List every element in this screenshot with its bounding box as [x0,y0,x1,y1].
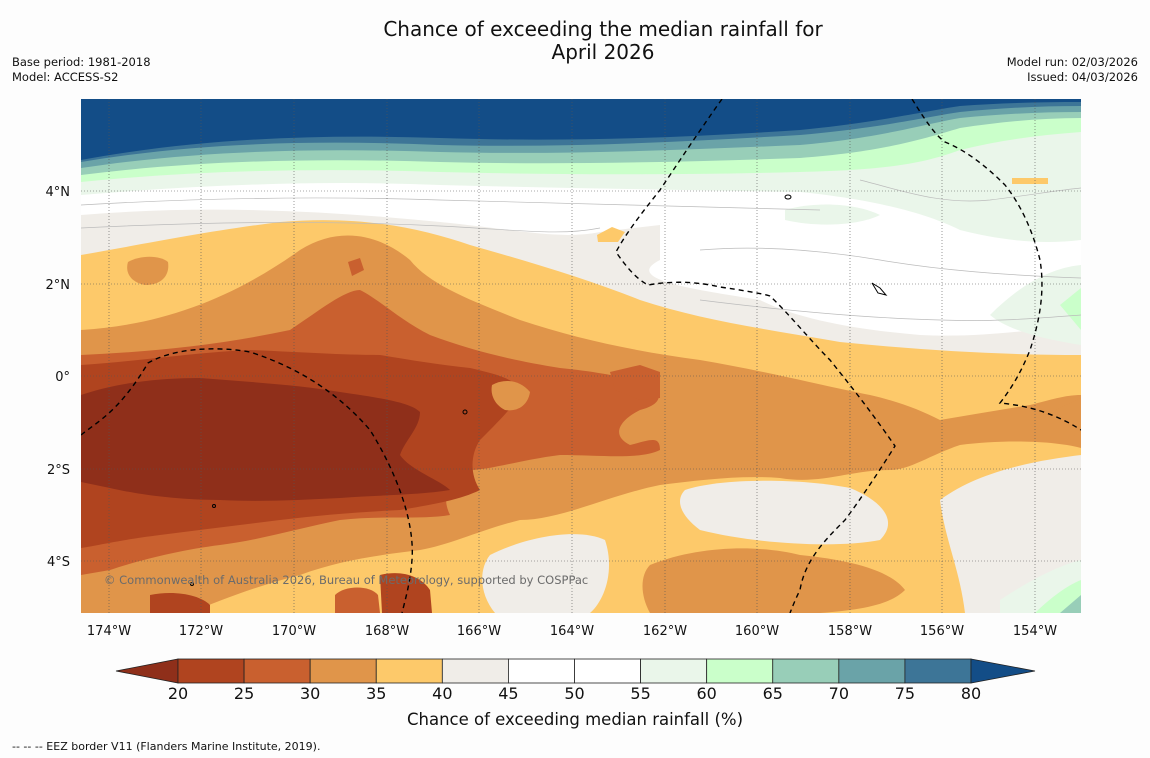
colorbar-segment [441,658,509,684]
colorbar-segment [838,658,906,684]
lat-label: 2°S [47,463,70,478]
colorbar-segment [640,658,708,684]
lon-label: 170°W [272,624,316,639]
field-30-35-se [1055,398,1081,440]
eez-borders [81,99,1081,613]
field-south-wet2 [1035,580,1081,613]
field-25-30-south [335,587,380,613]
field-20-25-south [150,593,210,613]
field-80-plus [81,99,1081,160]
colorbar-tick-label: 35 [366,684,386,703]
map-title-line1: Chance of exceeding the median rainfall … [383,17,823,41]
map-title-line2: April 2026 [551,40,655,64]
field-grey-south1 [680,480,889,545]
colorbar-tick-label: 50 [564,684,584,703]
map-copyright: © Commonwealth of Australia 2026, Bureau… [104,573,588,587]
field-south-wet3 [1060,595,1081,613]
colorbar-ticks: 20 25 30 35 40 45 50 55 60 65 70 75 80 [168,684,981,703]
lon-label: 172°W [179,624,223,639]
field-35-40-spot [597,227,625,242]
eez-footnote: -- -- -- EEZ border V11 (Flanders Marine… [12,740,321,753]
lon-label: 168°W [365,624,409,639]
field-20-25-patch [491,380,530,411]
colorbar-tick-label: 70 [829,684,849,703]
colorbar-tick-label: 75 [895,684,915,703]
lon-label: 160°W [735,624,779,639]
lat-label: 4°S [47,555,70,570]
rainfall-field: © Commonwealth of Australia 2026, Bureau… [81,99,1081,613]
colorbar-segment [574,658,641,684]
lat-label: 4°N [46,185,71,200]
colorbar [115,658,1036,684]
islands [190,194,888,586]
field-30-35-south [642,548,905,613]
field-east-wet1 [990,265,1081,345]
colorbar-tick-label: 65 [763,684,783,703]
colorbar-tick-label: 80 [961,684,981,703]
colorbar-segment [375,658,443,684]
colorbar-segment [904,658,972,684]
model-run: Model run: 02/03/2026 [1006,55,1138,69]
field-east-wet2 [1060,288,1081,330]
colorbar-segment [508,658,575,684]
lon-label: 158°W [828,624,872,639]
colorbar-tick-label: 55 [630,684,650,703]
colorbar-tick-label: 40 [432,684,452,703]
lon-label: 162°W [643,624,687,639]
lon-labels: 174°W 172°W 170°W 168°W 166°W 164°W 162°… [87,624,1057,639]
colorbar-extend-high [970,658,1036,684]
lon-label: 174°W [87,624,131,639]
colorbar-tick-label: 60 [696,684,716,703]
lon-label: 156°W [920,624,964,639]
field-15-20 [81,378,450,501]
field-25-30-spot [348,258,364,276]
issued-date: Issued: 04/03/2026 [1027,70,1138,84]
map-title: Chance of exceeding the median rainfall … [0,18,1150,64]
model-name: Model: ACCESS-S2 [12,70,119,84]
lon-label: 154°W [1013,624,1057,639]
field-20-25-south2 [380,573,432,613]
lon-label: 166°W [457,624,501,639]
colorbar-label: Chance of exceeding median rainfall (%) [406,710,744,729]
colorbar-extend-low [115,658,179,684]
meta-left: Base period: 1981-2018 Model: ACCESS-S2 [12,55,151,85]
lat-label: 0° [55,370,70,385]
faint-contours [81,179,1081,321]
colorbar-segment [177,658,245,684]
field-30-35-nw [127,256,169,285]
colorbar-tick-label: 20 [168,684,188,703]
colorbar-segment [772,658,840,684]
lat-label: 2°N [46,278,71,293]
field-ne-yellow [1012,178,1048,184]
field-grey-south2 [482,534,610,613]
field-25-30-east [610,365,660,400]
lon-label: 164°W [550,624,594,639]
colorbar-segment [706,658,774,684]
meta-right: Model run: 02/03/2026 Issued: 04/03/2026 [1007,55,1138,85]
colorbar-tick-label: 30 [300,684,320,703]
colorbar-segment [243,658,311,684]
lat-labels: 4°N 2°N 0° 2°S 4°S [46,185,71,570]
colorbar-tick-label: 25 [234,684,254,703]
base-period: Base period: 1981-2018 [12,55,151,69]
colorbar-segment [309,658,377,684]
colorbar-tick-label: 45 [498,684,518,703]
